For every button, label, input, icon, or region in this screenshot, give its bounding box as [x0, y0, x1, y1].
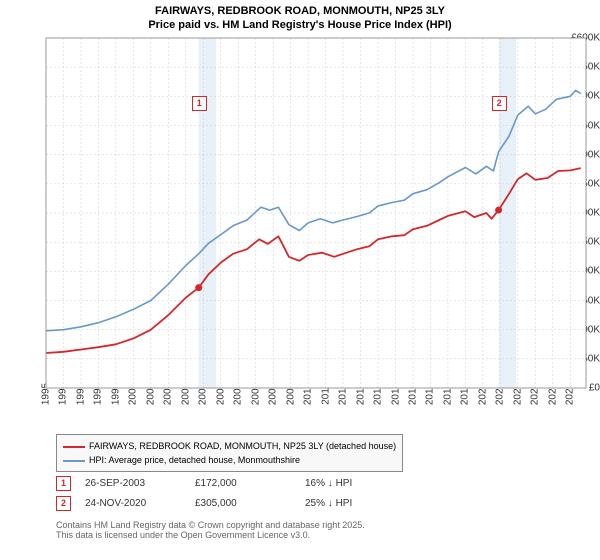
legend-label-price-paid: FAIRWAYS, REDBROOK ROAD, MONMOUTH, NP25 … — [89, 441, 396, 451]
footer-line-2: This data is licensed under the Open Gov… — [56, 530, 365, 540]
legend-swatch-price-paid — [63, 446, 85, 448]
sale-row-marker: 2 — [56, 496, 71, 511]
footer-line-1: Contains HM Land Registry data © Crown c… — [56, 520, 365, 530]
chart-legend: FAIRWAYS, REDBROOK ROAD, MONMOUTH, NP25 … — [56, 434, 403, 472]
sale-vs-hpi: 16% ↓ HPI — [305, 478, 405, 489]
sale-marker-box: 1 — [192, 96, 207, 111]
line-chart-svg — [0, 0, 600, 390]
legend-row-hpi: HPI: Average price, detached house, Monm… — [63, 453, 396, 467]
sale-vs-hpi: 25% ↓ HPI — [305, 498, 405, 509]
legend-label-hpi: HPI: Average price, detached house, Monm… — [89, 455, 300, 465]
sale-row: 2 24-NOV-2020£305,00025% ↓ HPI — [56, 496, 405, 511]
sale-date: 26-SEP-2003 — [85, 478, 195, 489]
sale-price: £305,000 — [195, 498, 305, 509]
sale-date: 24-NOV-2020 — [85, 498, 195, 509]
attribution-footer: Contains HM Land Registry data © Crown c… — [56, 520, 365, 540]
chart-container: FAIRWAYS, REDBROOK ROAD, MONMOUTH, NP25 … — [0, 0, 600, 560]
legend-swatch-hpi — [63, 460, 85, 462]
sale-row-marker: 1 — [56, 476, 71, 491]
sale-marker-box: 2 — [492, 96, 507, 111]
sale-price: £172,000 — [195, 478, 305, 489]
legend-row-price-paid: FAIRWAYS, REDBROOK ROAD, MONMOUTH, NP25 … — [63, 439, 396, 453]
sale-row: 1 26-SEP-2003£172,00016% ↓ HPI — [56, 476, 405, 491]
